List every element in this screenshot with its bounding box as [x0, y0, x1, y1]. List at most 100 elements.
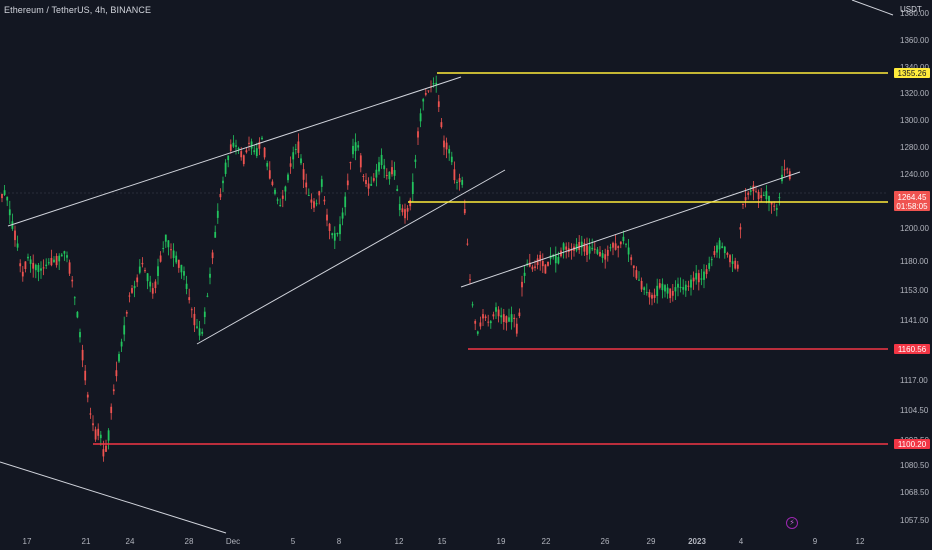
- candle-body: [487, 321, 490, 323]
- candle-body: [770, 202, 773, 205]
- candle-body: [84, 370, 87, 381]
- candle-body: [125, 312, 128, 314]
- candle-body: [458, 178, 461, 183]
- candle-body: [554, 255, 557, 264]
- price-tick-label: 1240.00: [900, 170, 929, 179]
- candle-body: [731, 261, 734, 264]
- candle-body: [81, 349, 84, 361]
- candle-body: [146, 273, 149, 282]
- candle-body: [471, 304, 474, 306]
- candle-body: [661, 283, 664, 291]
- candle-body: [619, 241, 622, 245]
- candle-body: [427, 90, 430, 92]
- candle-body: [224, 162, 227, 174]
- candle-body: [16, 243, 19, 248]
- candle-body: [383, 165, 386, 170]
- candle-body: [219, 193, 222, 198]
- candle-body: [216, 210, 219, 218]
- candle-body: [755, 191, 757, 193]
- candle-body: [479, 322, 482, 327]
- candle-body: [726, 252, 729, 255]
- candle-body: [76, 311, 79, 318]
- candle-body: [422, 99, 425, 102]
- candle-body: [107, 430, 110, 441]
- candle-body: [461, 179, 464, 185]
- candle-body: [289, 163, 292, 167]
- currency-label[interactable]: USDT: [900, 5, 922, 14]
- candle-body: [318, 191, 321, 196]
- candle-body: [42, 267, 45, 269]
- candle-body: [138, 266, 141, 273]
- candle-body: [518, 312, 521, 317]
- candle-body: [159, 255, 162, 262]
- candle-body: [154, 281, 157, 289]
- time-tick-label: 22: [542, 537, 551, 546]
- time-tick-label: 4: [739, 537, 744, 546]
- candle-body: [164, 234, 167, 242]
- time-tick-label: 2023: [688, 537, 706, 546]
- support-tag: [894, 344, 930, 354]
- candle-body: [469, 279, 471, 281]
- price-tick-label: 1068.50: [900, 488, 929, 497]
- candle-body: [331, 233, 334, 236]
- candle-body: [476, 331, 479, 334]
- candle-body: [118, 354, 120, 362]
- candle-body: [492, 314, 495, 317]
- candle-body: [596, 249, 599, 254]
- candle-body: [37, 265, 40, 272]
- candle-body: [79, 332, 81, 338]
- candle-body: [586, 245, 588, 256]
- candle-body: [86, 394, 89, 398]
- candle-body: [638, 279, 640, 281]
- candle-body: [193, 313, 196, 326]
- candle-body: [63, 251, 66, 254]
- candle-body: [359, 155, 362, 168]
- candle-body: [765, 191, 768, 200]
- candle-body: [172, 250, 175, 258]
- candle-body: [222, 180, 224, 184]
- price-tick-label: 1320.00: [900, 89, 929, 98]
- candle-body: [398, 204, 401, 211]
- candle-body: [352, 145, 354, 155]
- candle-body: [723, 246, 726, 254]
- candle-body: [357, 145, 360, 148]
- candle-body: [211, 252, 214, 259]
- candle-body: [240, 151, 243, 158]
- candle-body: [716, 245, 718, 253]
- candle-body: [302, 169, 305, 180]
- candle-body: [541, 261, 544, 267]
- candle-body: [606, 249, 609, 256]
- candle-body: [133, 285, 136, 289]
- candle-body: [786, 168, 789, 170]
- candle-body: [180, 264, 183, 273]
- lightning-icon[interactable]: ⚡: [786, 517, 798, 529]
- candle-body: [14, 230, 16, 241]
- candle-body: [684, 284, 687, 291]
- price-tick-label: 1300.00: [900, 116, 929, 125]
- candle-body: [167, 240, 170, 248]
- candle-body: [666, 287, 669, 294]
- candle-body: [341, 212, 344, 219]
- candle-body: [736, 264, 739, 269]
- candle-body: [372, 178, 375, 181]
- candle-body: [68, 262, 71, 274]
- candle-body: [768, 195, 770, 203]
- candle-body: [29, 259, 32, 264]
- candle-body: [188, 297, 191, 301]
- candle-body: [404, 209, 406, 219]
- candle-body: [305, 182, 308, 188]
- candle-body: [396, 189, 399, 191]
- time-tick-label: Dec: [226, 537, 240, 546]
- candle-body: [47, 262, 50, 264]
- candle-body: [544, 264, 547, 274]
- candle-body: [209, 273, 211, 278]
- time-tick-label: 26: [601, 537, 610, 546]
- candle-body: [687, 285, 690, 287]
- candle-body: [432, 83, 435, 85]
- candle-body: [21, 271, 24, 277]
- candle-body: [783, 169, 786, 171]
- candle-body: [362, 176, 365, 178]
- candle-body: [89, 413, 92, 415]
